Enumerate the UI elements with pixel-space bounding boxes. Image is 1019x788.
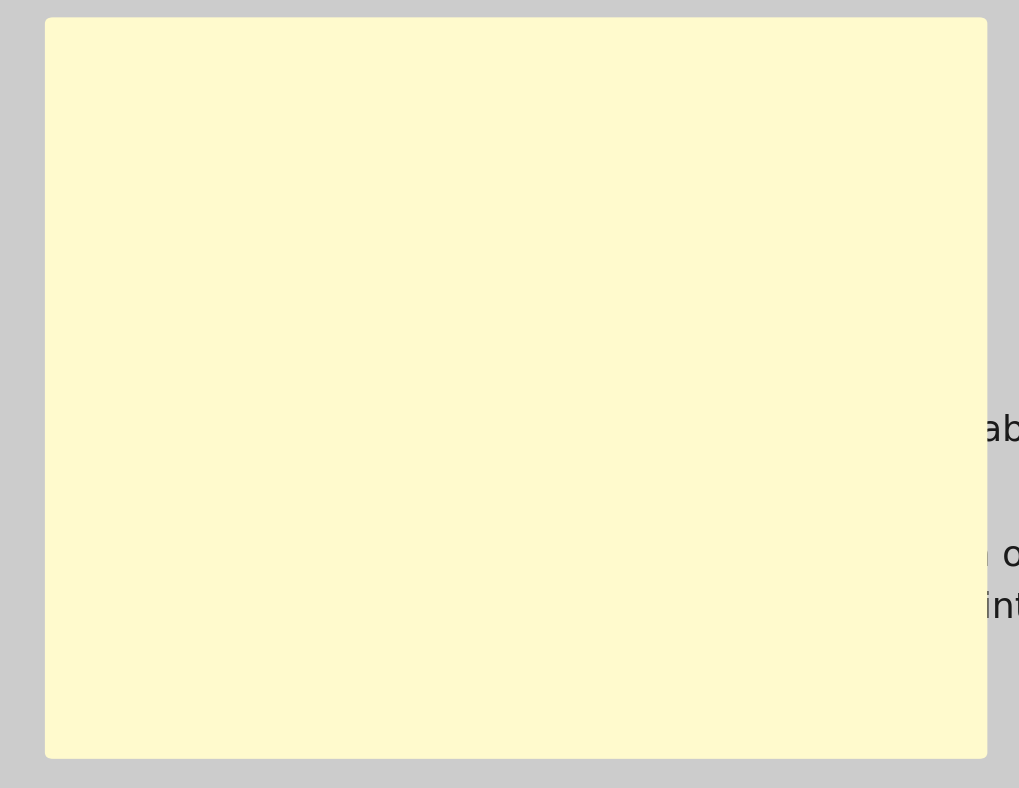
Text: •: • (130, 340, 152, 375)
Text: , type II or III functional response = unstable: , type II or III functional response = u… (253, 414, 1019, 448)
Text: •: • (130, 243, 152, 277)
Text: •: • (130, 414, 152, 448)
Text: Hump shaped prey isocline, vertical predator: Hump shaped prey isocline, vertical pred… (169, 486, 982, 521)
Text: isocline = neutral stability, stable equilibrium or: isocline = neutral stability, stable equ… (169, 539, 1019, 573)
Text: response no: response no (169, 295, 400, 329)
Text: No: No (169, 414, 229, 448)
Text: Predation model predictions: Predation model predictions (117, 115, 914, 169)
Text: prey extinction depending on intersection point: prey extinction depending on intersectio… (169, 592, 1019, 626)
Text: L-V model with: L-V model with (169, 340, 447, 375)
Text: K: K (447, 340, 471, 375)
Text: = neutral stability: = neutral stability (424, 295, 761, 329)
Text: = stable equilibrium: = stable equilibrium (471, 340, 849, 375)
Text: K: K (229, 414, 253, 448)
Text: K: K (400, 295, 424, 329)
Text: Simplest Lotka-Volterra. Linear functional: Simplest Lotka-Volterra. Linear function… (169, 243, 912, 277)
Text: •: • (130, 486, 152, 521)
